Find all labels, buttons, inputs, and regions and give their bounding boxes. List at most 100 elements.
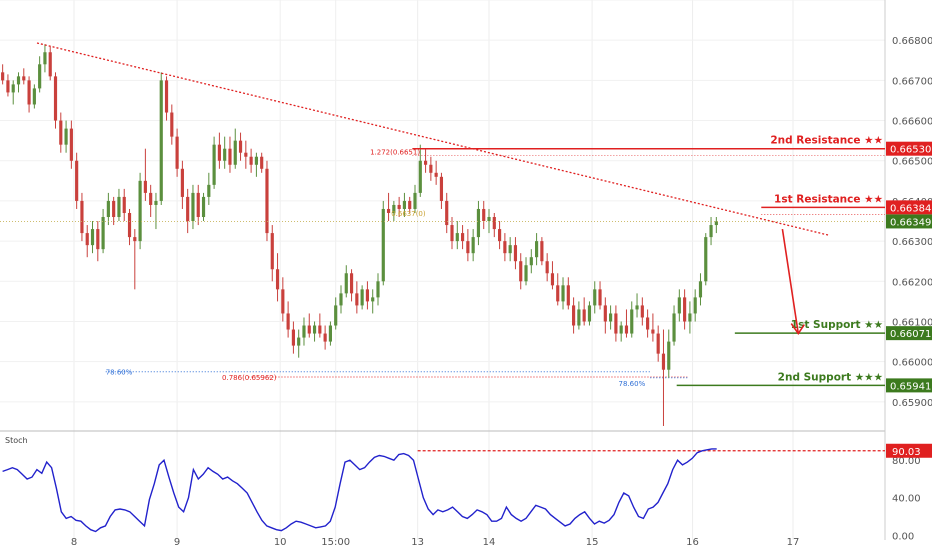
candle-body: [646, 317, 650, 330]
candle-body: [672, 313, 676, 342]
candle-body: [201, 196, 206, 218]
fib-label: 78.60%: [106, 369, 133, 377]
candle-body: [159, 80, 163, 201]
candle-body: [603, 305, 607, 322]
candle-body: [53, 76, 58, 121]
candle-body: [260, 156, 264, 169]
price-tag-label: 0.66384: [890, 203, 931, 214]
candle-body: [619, 325, 623, 334]
candle-body: [513, 245, 518, 262]
candle-body: [487, 217, 491, 222]
candle-body: [386, 208, 391, 213]
candle-body: [482, 208, 486, 222]
candle-body: [344, 273, 348, 294]
candle-body: [635, 305, 639, 310]
candle-body: [408, 200, 412, 209]
candle-body: [418, 160, 422, 193]
stoch-tick-label: 0.00: [892, 531, 914, 542]
candle-body: [413, 192, 417, 209]
candle-body: [519, 261, 523, 282]
candle-body: [254, 156, 258, 165]
candle-body: [492, 217, 496, 230]
support-label: 1st Support ★★: [791, 319, 883, 331]
stoch-level-tag-label: 90.03: [892, 447, 921, 458]
candle-body: [217, 144, 221, 161]
candle-body: [334, 305, 338, 326]
candle-body: [640, 305, 644, 318]
candle-body: [524, 265, 528, 282]
candle-body: [307, 325, 311, 334]
candle-body: [577, 309, 581, 326]
candle-body: [376, 281, 380, 298]
time-tick-label: 17: [787, 537, 800, 548]
candle-body: [677, 297, 681, 314]
candle-body: [207, 184, 211, 197]
candle-body: [323, 333, 327, 342]
fib-extension-label: 1.272(0.6651): [370, 149, 420, 157]
candle-body: [43, 52, 47, 65]
candle-body: [16, 76, 21, 85]
candle-body: [270, 233, 274, 270]
candle-body: [566, 285, 570, 306]
candle-body: [381, 208, 385, 282]
candle-body: [550, 273, 555, 286]
candle-body: [186, 196, 190, 222]
candle-body: [265, 168, 269, 234]
resistance-label: 2nd Resistance ★★: [770, 135, 883, 147]
candle-body: [27, 80, 31, 105]
price-tick-label: 0.66700: [892, 76, 932, 87]
time-tick-label: 10: [274, 537, 287, 548]
candle-body: [535, 241, 539, 258]
candle-body: [286, 313, 290, 330]
candle-body: [138, 180, 142, 242]
price-tag-label: 0.65941: [890, 381, 931, 392]
projection-arrow: [781, 228, 800, 334]
candle-body: [22, 76, 26, 81]
candle-body: [423, 160, 428, 165]
candle-body: [90, 229, 95, 246]
current-price-tag-bg: [886, 214, 932, 229]
candle-body: [244, 152, 248, 157]
candle-body: [38, 64, 42, 89]
stoch-tick-label: 40.00: [892, 494, 921, 505]
price-tick-label: 0.66600: [892, 117, 932, 128]
small-fib-label: 0.6637(0): [391, 210, 426, 218]
price-tick-label: 0.66000: [892, 358, 932, 369]
candle-body: [529, 257, 533, 266]
candle-body: [318, 325, 322, 334]
candle-body: [302, 325, 306, 338]
candle-body: [106, 200, 110, 218]
candle-body: [704, 237, 708, 282]
price-tick-label: 0.65900: [892, 398, 932, 409]
candle-body: [355, 293, 359, 306]
candle-body: [540, 241, 544, 262]
candle-body: [714, 221, 718, 226]
candle-body: [450, 225, 454, 242]
candle-body: [212, 144, 216, 185]
candle-body: [238, 140, 243, 153]
price-tag-label: 0.66071: [890, 329, 931, 340]
candle-body: [698, 281, 703, 298]
candle-body: [545, 261, 549, 274]
resistance-label: 1st Resistance ★★: [774, 193, 883, 205]
candle-body: [275, 269, 280, 290]
time-tick-label: 15:00: [321, 537, 350, 548]
stoch-tick-label: 80.00: [892, 456, 921, 467]
fib-label: 78.60%: [619, 380, 646, 388]
candle-body: [609, 313, 613, 322]
candle-body: [154, 200, 158, 205]
candle-body: [455, 233, 459, 242]
candle-body: [339, 293, 343, 306]
candle-body: [365, 289, 370, 302]
candle-body: [667, 341, 671, 370]
time-tick-label: 14: [483, 537, 496, 548]
candle-body: [466, 241, 470, 254]
candle-body: [582, 309, 586, 322]
stoch-line: [2, 448, 717, 533]
candle-body: [80, 200, 84, 234]
candle-body: [651, 329, 655, 334]
candle-body: [434, 172, 438, 177]
candle-body: [471, 237, 475, 254]
